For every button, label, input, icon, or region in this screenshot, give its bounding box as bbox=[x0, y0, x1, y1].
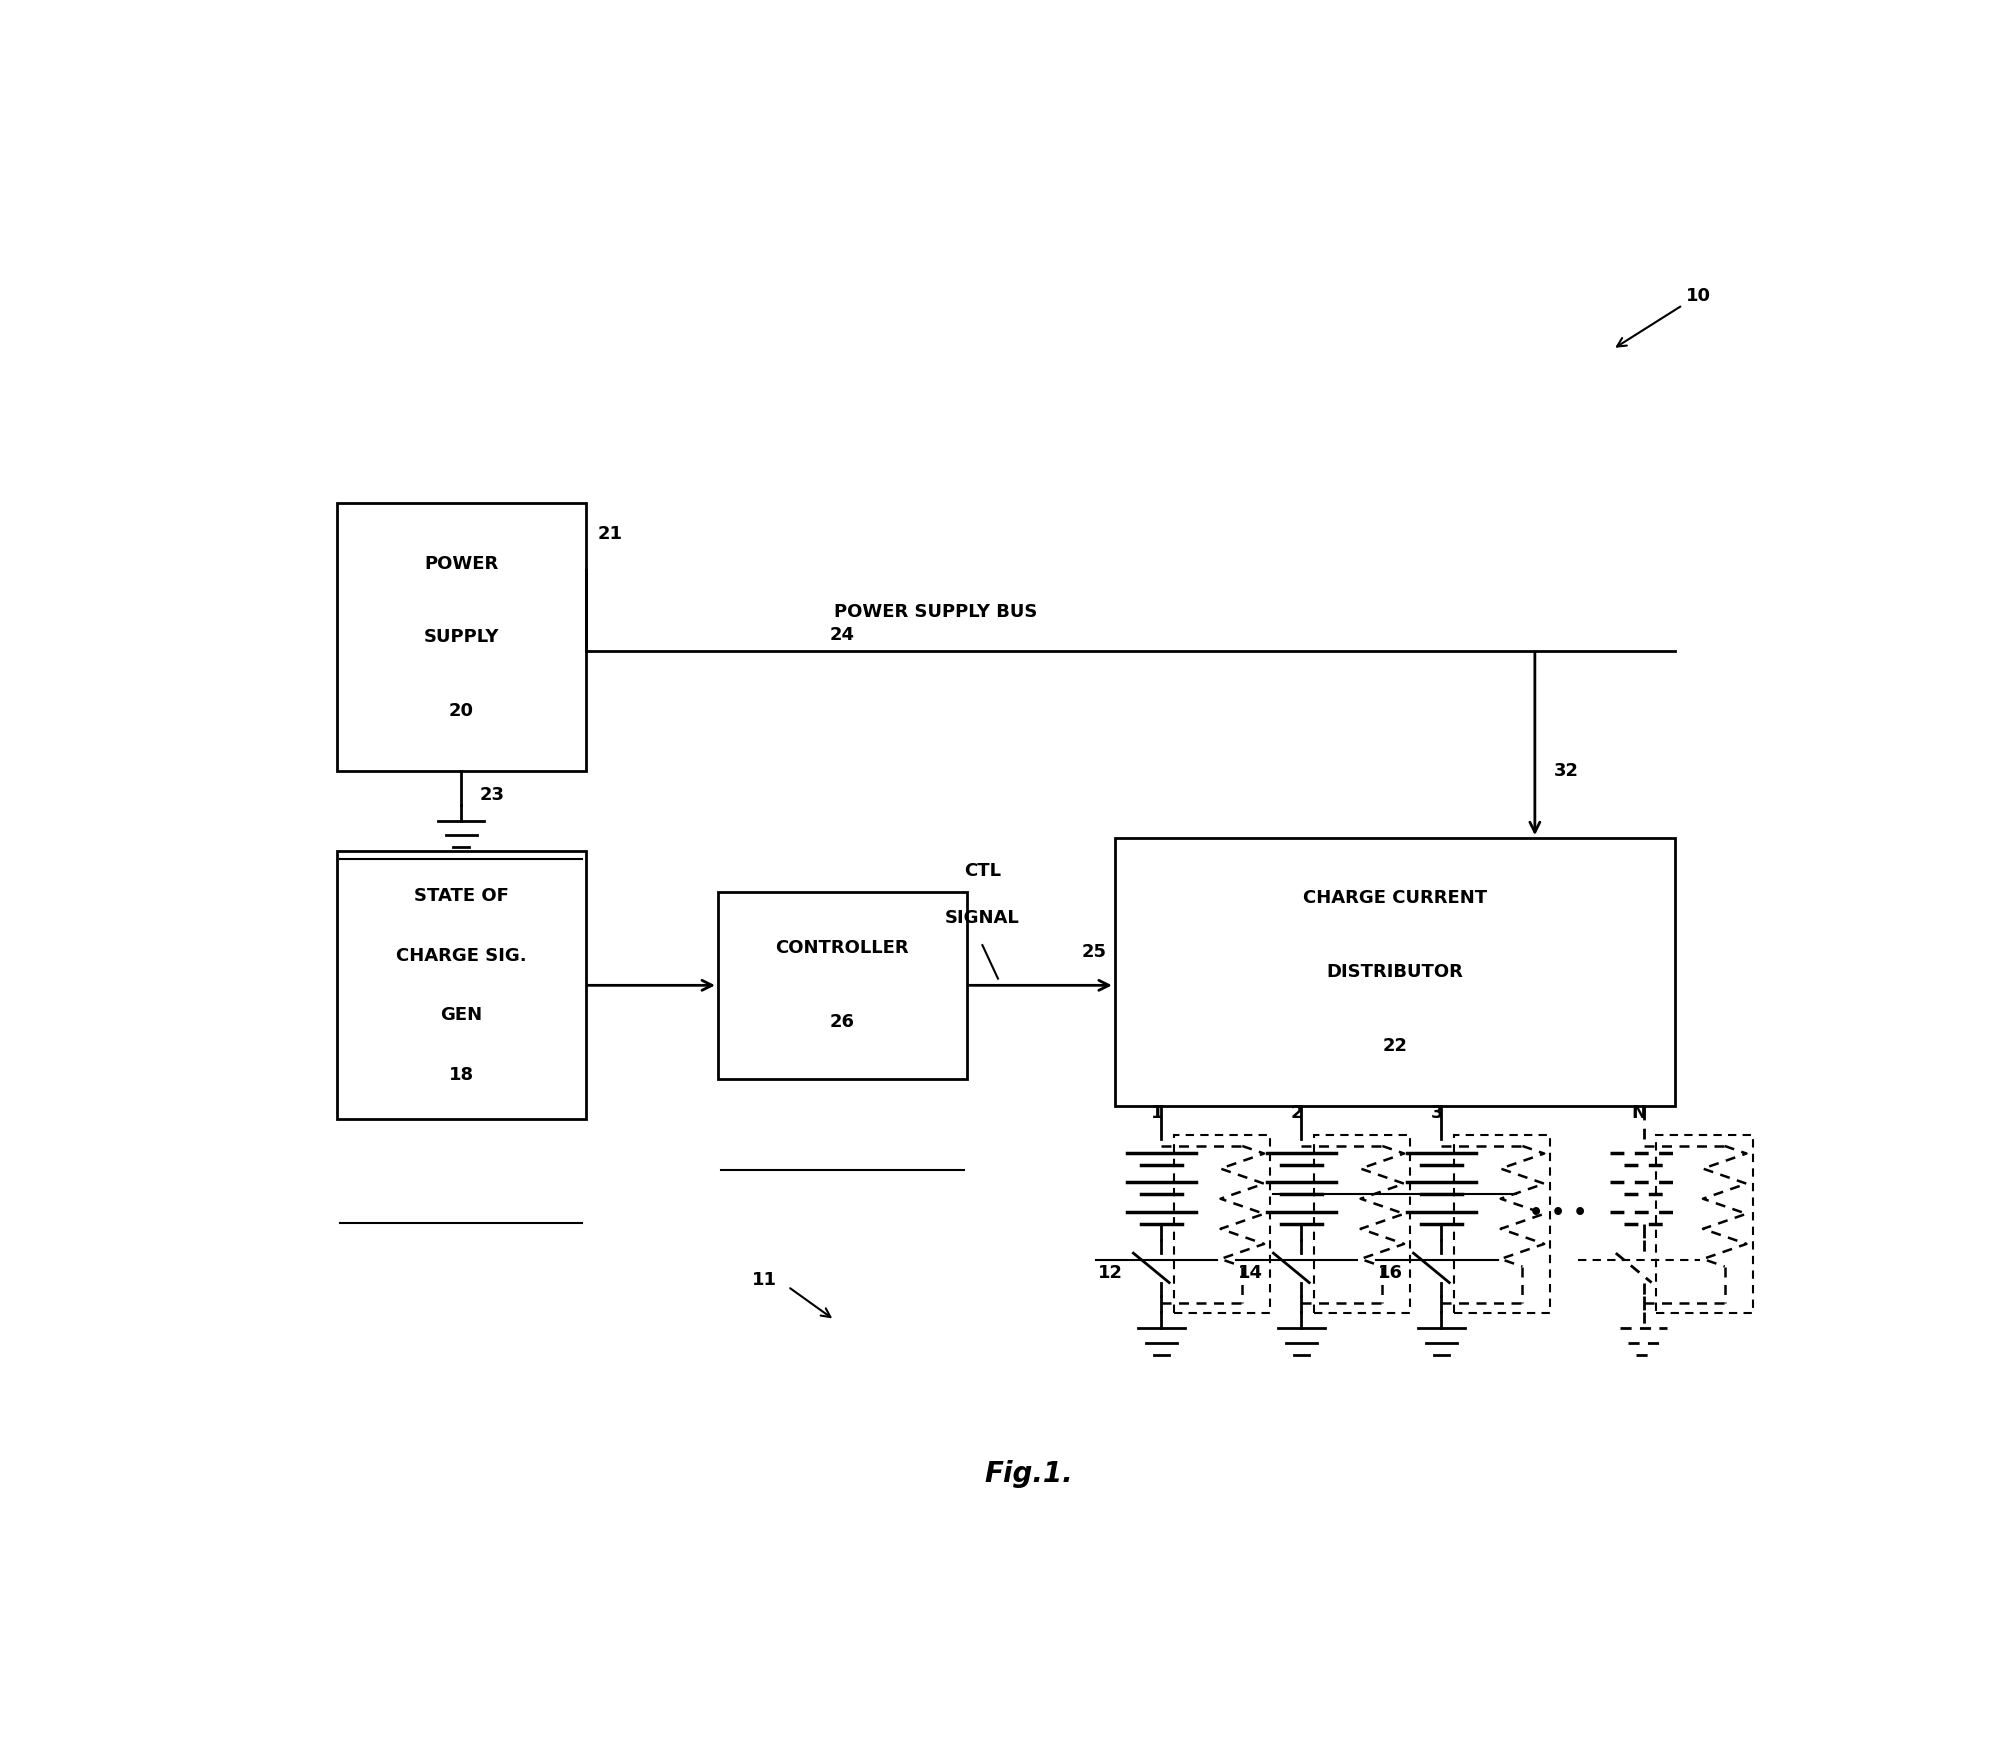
Text: 21: 21 bbox=[598, 525, 622, 543]
Bar bbox=[1453, 1136, 1549, 1313]
Text: 2: 2 bbox=[1291, 1104, 1303, 1122]
Text: 22: 22 bbox=[1381, 1036, 1407, 1054]
Text: 25: 25 bbox=[1082, 943, 1106, 962]
Bar bbox=[719, 892, 967, 1078]
Text: DISTRIBUTOR: DISTRIBUTOR bbox=[1327, 963, 1463, 981]
Text: 32: 32 bbox=[1553, 762, 1578, 781]
Bar bbox=[337, 852, 586, 1120]
Text: 18: 18 bbox=[448, 1066, 474, 1083]
Text: SIGNAL: SIGNAL bbox=[945, 909, 1020, 927]
Bar bbox=[337, 503, 586, 770]
Text: 23: 23 bbox=[480, 786, 504, 803]
Text: 1: 1 bbox=[1150, 1104, 1162, 1122]
Text: POWER SUPPLY BUS: POWER SUPPLY BUS bbox=[833, 603, 1038, 621]
Text: CHARGE SIG.: CHARGE SIG. bbox=[395, 946, 526, 965]
Text: POWER: POWER bbox=[423, 555, 498, 572]
Bar bbox=[1656, 1136, 1752, 1313]
Text: 14: 14 bbox=[1236, 1264, 1262, 1282]
Text: N: N bbox=[1632, 1104, 1646, 1122]
Text: SUPPLY: SUPPLY bbox=[423, 628, 498, 647]
Bar bbox=[1114, 838, 1674, 1106]
Text: 26: 26 bbox=[829, 1014, 855, 1031]
Text: 10: 10 bbox=[1686, 287, 1710, 304]
Bar bbox=[1313, 1136, 1409, 1313]
Text: 3: 3 bbox=[1429, 1104, 1443, 1122]
Text: CHARGE CURRENT: CHARGE CURRENT bbox=[1303, 889, 1485, 908]
Text: CONTROLLER: CONTROLLER bbox=[775, 939, 909, 958]
Text: CTL: CTL bbox=[963, 863, 999, 880]
Text: 12: 12 bbox=[1098, 1264, 1122, 1282]
Bar bbox=[1174, 1136, 1270, 1313]
Text: 16: 16 bbox=[1377, 1264, 1401, 1282]
Text: GEN: GEN bbox=[440, 1007, 482, 1024]
Text: STATE OF: STATE OF bbox=[413, 887, 508, 904]
Text: 20: 20 bbox=[448, 703, 474, 720]
Text: 11: 11 bbox=[753, 1271, 777, 1289]
Text: Fig.1.: Fig.1. bbox=[983, 1461, 1074, 1489]
Text: 24: 24 bbox=[829, 626, 855, 643]
Text: • • •: • • • bbox=[1527, 1203, 1588, 1223]
